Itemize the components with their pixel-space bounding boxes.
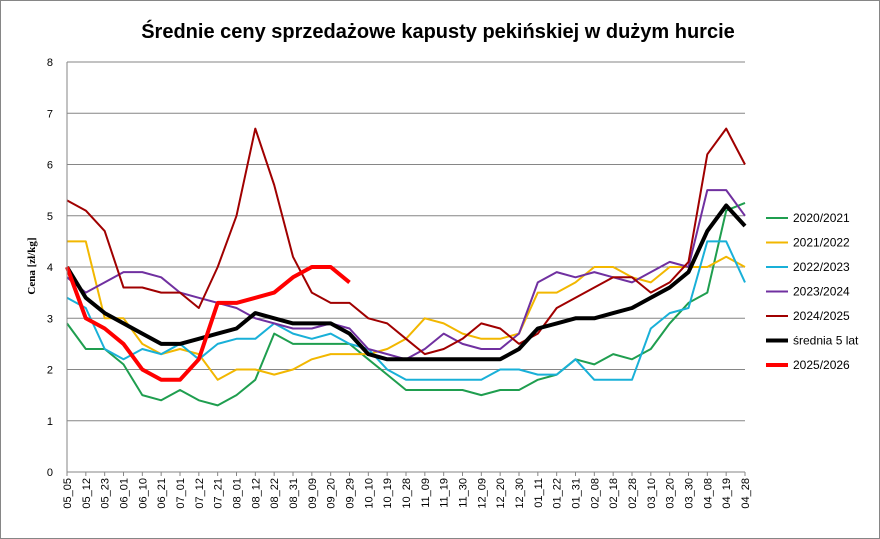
legend-label: średnia 5 lat — [793, 334, 859, 348]
x-tick-label: 05_12 — [81, 478, 93, 509]
x-tick-label: 02_18 — [608, 478, 620, 509]
y-tick-label: 5 — [47, 211, 53, 223]
x-tick-label: 07_12 — [194, 478, 206, 509]
axes: 0 1 2 3 4 5 6 7 8 05_05 05_12 05_23 06_01 06_10 06_21 0… — [47, 57, 752, 509]
x-tick-label: 06_21 — [156, 478, 168, 509]
grid — [67, 61, 745, 422]
y-tick-label: 2 — [47, 365, 53, 377]
x-tick-label: 11_09 — [420, 478, 432, 508]
x-tick-label: 08_31 — [288, 478, 300, 509]
series-line-5 — [65, 203, 747, 362]
x-tick-label: 01_22 — [552, 478, 564, 509]
series-line-4 — [66, 127, 746, 356]
legend-label: 2020/2021 — [793, 211, 850, 225]
x-tick-label: 03_20 — [665, 478, 677, 509]
legend-label: 2023/2024 — [793, 285, 850, 299]
x-tick-label: 01_11 — [533, 478, 545, 508]
y-tick-label: 6 — [47, 160, 53, 172]
x-tick-label: 11_19 — [439, 478, 451, 508]
x-tick-label: 11_30 — [458, 478, 470, 508]
x-tick-label: 06_01 — [119, 478, 131, 509]
x-tick-label: 08_22 — [269, 478, 281, 509]
x-tick-label: 12_30 — [514, 478, 526, 509]
series-line-6 — [65, 265, 351, 382]
y-tick-label: 1 — [47, 416, 53, 428]
x-tick-label: 12_20 — [495, 478, 507, 509]
x-tick-label: 08_01 — [232, 478, 244, 509]
legend-label: 2022/2023 — [793, 260, 850, 274]
series-line-0 — [66, 201, 746, 407]
x-tick-label: 08_12 — [250, 478, 262, 509]
legend-label: 2025/2026 — [793, 358, 850, 372]
y-tick-label: 4 — [47, 262, 53, 274]
x-tick-label: 12_09 — [476, 478, 488, 509]
y-tick-label: 3 — [47, 313, 53, 325]
x-tick-label: 07_21 — [213, 478, 225, 509]
x-tick-label: 01_31 — [571, 478, 583, 509]
x-tick-label: 04_19 — [721, 478, 733, 509]
legend-label: 2024/2025 — [793, 309, 850, 323]
x-tick-label: 05_23 — [100, 478, 112, 509]
x-tick-label: 07_01 — [175, 478, 187, 509]
legend-label: 2021/2022 — [793, 236, 850, 250]
x-tick-label: 02_28 — [627, 478, 639, 509]
x-tick-label: 06_10 — [137, 478, 149, 509]
x-tick-label: 09_29 — [345, 478, 357, 509]
y-tick-label: 0 — [47, 467, 53, 479]
x-tick-label: 04_08 — [702, 478, 714, 509]
y-tick-label: 7 — [47, 108, 53, 120]
x-tick-label: 09_09 — [307, 478, 319, 509]
x-tick-label: 05_05 — [62, 478, 74, 509]
chart-title: Średnie ceny sprzedażowe kapusty pekińsk… — [141, 19, 735, 43]
x-tick-label: 03_10 — [646, 478, 658, 509]
x-tick-label: 03_30 — [684, 478, 696, 509]
y-tick-label: 8 — [47, 57, 53, 69]
x-tick-label: 04_28 — [740, 478, 752, 509]
legend: 2020/2021 2021/2022 2022/2023 2023/2024 2024… — [766, 211, 859, 372]
x-tick-label: 10_28 — [401, 478, 413, 509]
x-tick-label: 02_08 — [589, 478, 601, 509]
x-tick-label: 10_19 — [382, 478, 394, 509]
series-group — [65, 127, 747, 407]
x-tick-label: 09_20 — [326, 478, 338, 509]
x-tick-label: 10_10 — [363, 478, 375, 509]
y-axis-label: Cena [zł/kg] — [26, 237, 38, 294]
